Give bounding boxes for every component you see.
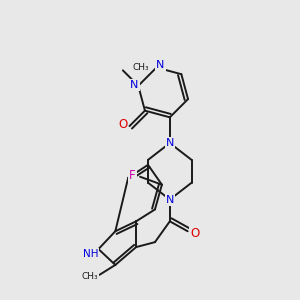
Text: N: N bbox=[166, 194, 174, 205]
Text: N: N bbox=[130, 80, 139, 90]
Text: N: N bbox=[156, 60, 165, 70]
Text: CH₃: CH₃ bbox=[81, 272, 98, 281]
Text: NH: NH bbox=[83, 249, 98, 259]
Text: O: O bbox=[118, 118, 127, 130]
Text: N: N bbox=[166, 138, 174, 148]
Text: CH₃: CH₃ bbox=[133, 63, 149, 72]
Text: F: F bbox=[129, 169, 136, 182]
Text: O: O bbox=[190, 227, 199, 240]
